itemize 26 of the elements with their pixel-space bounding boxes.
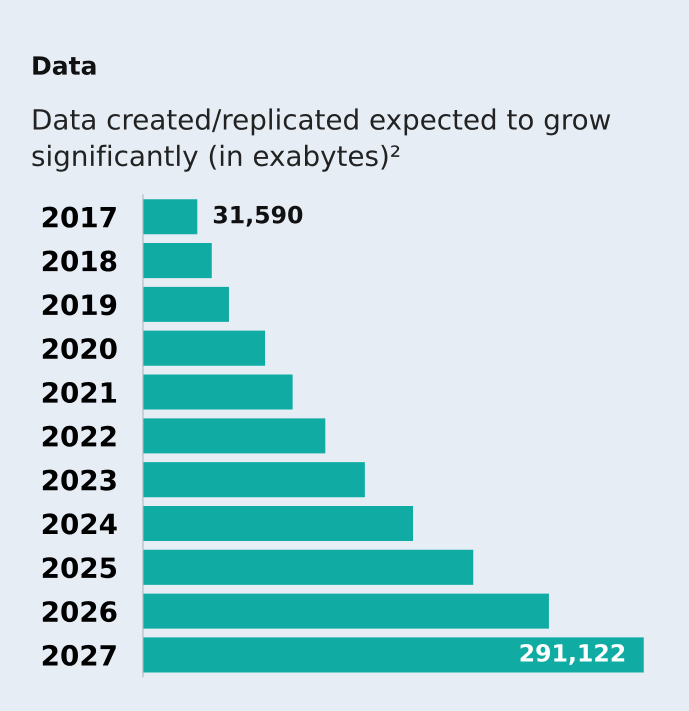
y-tick-label: 2022 [42,426,116,447]
bar [142,462,365,498]
bar [142,550,474,585]
y-tick-label: 2026 [42,601,116,622]
chart-title: Data [33,56,96,76]
y-tick-label: 2019 [42,294,116,316]
bar [142,594,549,629]
bar [142,286,229,322]
data-label: 31,590 [214,206,302,227]
bar [142,418,326,454]
y-tick-label: 2021 [42,382,116,403]
bar [142,199,198,234]
bar [142,637,644,672]
bar [142,243,212,278]
data-label: 291,122 [520,644,624,665]
y-tick-label: 2017 [42,206,116,228]
chart-subtitle: Data created/replicated expected to grow significantly (in exabytes)² [32,108,610,172]
y-tick-label: 2023 [42,470,116,491]
y-tick-label: 2025 [42,557,116,578]
bar [142,506,414,542]
bar [142,330,266,366]
y-tick-label: 2018 [42,250,116,272]
y-tick-label: 2027 [42,644,116,666]
y-tick-label: 2024 [42,513,117,534]
y-tick-label: 2020 [42,338,117,360]
bar [142,374,293,410]
